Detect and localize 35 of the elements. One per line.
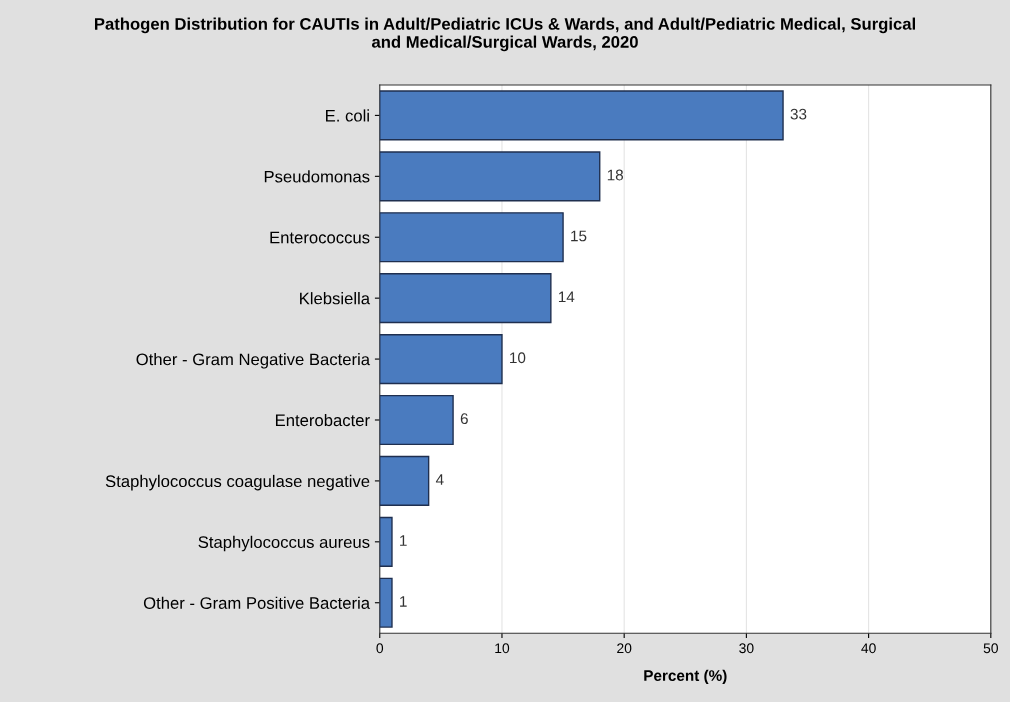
x-tick-label: 10 [495,643,510,654]
y-tick-label: Other - Gram Positive Bacteria [143,596,371,609]
y-tick-label: Klebsiella [300,292,371,305]
y-tick-label: Enterococcus [270,231,370,244]
x-tick-label: 30 [739,643,754,654]
y-tick-label: Enterobacter [275,413,370,427]
data-label: 1 [400,596,407,607]
bar [379,516,393,567]
y-tick-label: Staphylococcus aureus [198,535,370,552]
data-label: 4 [435,474,444,485]
x-tick-label: 20 [617,643,632,654]
data-label: 33 [790,108,807,120]
data-label: 1 [400,535,407,546]
data-label: 6 [460,413,468,425]
y-tick-label: Other - Gram Negative Bacteria [136,353,371,369]
y-tick-label: E. coli [326,109,369,122]
x-tick-label: 50 [983,643,998,654]
bar [379,212,564,263]
y-tick-label: Staphylococcus coagulase negative [105,474,370,491]
bar [379,273,552,324]
chart-title: Pathogen Distribution for CAUTIs in Adult/Pediatric ICUs & Wards, and Adult/Pediatric Medical, Surgical and Medical/Surgical Wards, 2020 [94,17,915,52]
bar [379,394,454,446]
bar [379,90,784,141]
bar [379,334,503,385]
y-tick-label: Pseudomonas [264,170,370,183]
data-label: 10 [510,352,526,364]
x-axis-title: Percent (%) [644,669,727,684]
bar [379,151,601,202]
data-label: 14 [558,291,575,303]
data-label: 18 [607,169,624,181]
data-label: 15 [571,230,587,242]
x-tick-label: 40 [861,643,876,654]
bar [379,577,393,628]
bar [379,455,430,506]
x-tick-label: 0 [376,643,384,654]
